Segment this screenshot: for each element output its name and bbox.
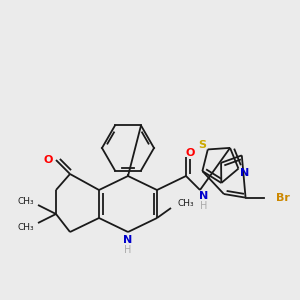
Text: N: N — [240, 168, 249, 178]
Text: Br: Br — [276, 193, 289, 202]
Text: O: O — [43, 155, 53, 165]
Text: N: N — [200, 191, 208, 201]
Text: S: S — [198, 140, 206, 150]
Text: H: H — [200, 201, 208, 211]
Text: CH₃: CH₃ — [17, 196, 34, 206]
Text: O: O — [185, 148, 195, 158]
Text: N: N — [123, 235, 133, 245]
Text: CH₃: CH₃ — [177, 200, 194, 208]
Text: CH₃: CH₃ — [17, 223, 34, 232]
Text: H: H — [124, 245, 132, 255]
